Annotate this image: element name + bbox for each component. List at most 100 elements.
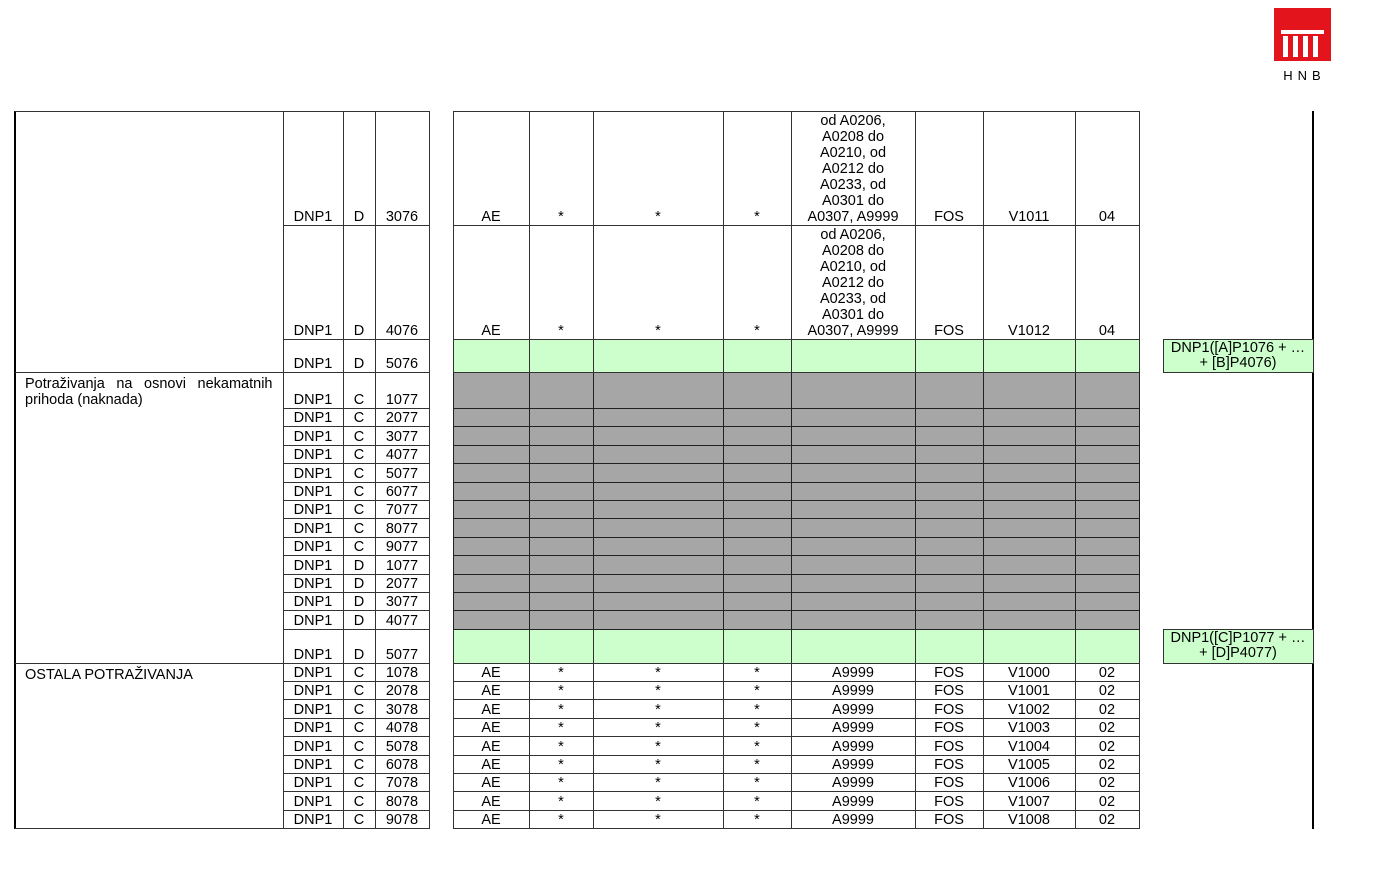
empty-cell [1163, 682, 1313, 700]
s3-cell: * [722, 736, 792, 756]
position-cell: 1077 [374, 555, 430, 575]
code-cell: A9999 [790, 662, 916, 683]
position-cell: 4076 [374, 225, 430, 340]
ae-cell: AE [452, 662, 530, 683]
side-cell: D [342, 111, 376, 226]
empty-cell [1163, 500, 1313, 518]
s1-cell [528, 372, 594, 409]
table-row: DNP1 C 7078 AE * * * A9999 FOS V1006 02 [15, 773, 1313, 793]
fos-cell [914, 481, 984, 501]
logo-mark [1274, 8, 1331, 61]
table-row: Potraživanja na osnovi nekamatnih prihod… [15, 372, 1313, 664]
s2-cell [592, 610, 724, 630]
v-cell: V1004 [982, 736, 1076, 756]
spacer [429, 663, 453, 681]
s3-cell: * [722, 662, 792, 683]
side-cell: D [342, 591, 376, 612]
code-cell: od A0206, A0208 do A0210, od A0212 do A0… [790, 111, 916, 226]
s3-cell [722, 463, 792, 483]
data-table: DNP1 D 3076 AE * * * od A0206, A0208 do A0210, … [15, 111, 1314, 830]
report-cell: DNP1 [282, 499, 344, 520]
fos-cell: FOS [914, 809, 984, 830]
table-row: DNP1 D 5076 DNP1([A]P1076 + … + [B]P4076) [15, 339, 1314, 373]
v-cell: V1006 [982, 773, 1076, 793]
n-cell [1074, 610, 1140, 630]
code-cell: A9999 [790, 791, 916, 811]
code-cell: A9999 [790, 681, 916, 701]
fos-cell [914, 555, 984, 575]
s1-cell [528, 591, 594, 612]
ae-cell [452, 518, 530, 538]
fos-cell: FOS [914, 717, 984, 738]
position-cell: 3077 [374, 591, 430, 612]
ae-cell [452, 573, 530, 593]
report-cell: DNP1 [282, 536, 344, 557]
v-cell [982, 610, 1076, 630]
empty-cell [1163, 445, 1313, 463]
code-cell [790, 481, 916, 501]
n-cell [1074, 444, 1140, 465]
position-cell: 3077 [374, 426, 430, 446]
spacer [429, 592, 453, 610]
s2-cell [592, 444, 724, 465]
s2-cell: * [592, 736, 724, 756]
empty-cell [1163, 482, 1313, 500]
s1-cell [528, 628, 594, 664]
ae-cell [452, 372, 530, 409]
s2-cell [592, 463, 724, 483]
ae-cell: AE [452, 773, 530, 793]
ae-cell: AE [452, 225, 530, 340]
report-cell: DNP1 [282, 754, 344, 775]
side-cell: C [342, 662, 376, 683]
position-cell: 4078 [374, 717, 430, 738]
code-cell: A9999 [790, 754, 916, 775]
spacer [1139, 810, 1163, 828]
table-row: DNP1 C 6078 AE * * * A9999 FOS V1005 02 [15, 754, 1313, 775]
table-row: DNP1 D 4077 [15, 610, 1313, 630]
table-row: OSTALA POTRAŽIVANJA DNP1 C 1078 AE * * * A9999 FO… [15, 662, 1313, 830]
spacer [1139, 574, 1163, 592]
side-cell: C [342, 736, 376, 756]
report-cell: DNP1 [282, 573, 344, 593]
spacer [429, 464, 453, 482]
spacer [429, 519, 453, 537]
fos-cell [914, 499, 984, 520]
position-cell: 7078 [374, 773, 430, 793]
empty-cell [1163, 611, 1313, 629]
empty-cell [1163, 774, 1313, 792]
report-cell: DNP1 [282, 628, 344, 664]
fos-cell [914, 591, 984, 612]
spacer [429, 340, 453, 373]
table-row: DNP1 D 3077 [15, 591, 1313, 612]
table-row: DNP1 C 9078 AE * * * A9999 FOS V1008 02 [15, 809, 1313, 830]
position-cell: 2077 [374, 573, 430, 593]
code-cell [790, 536, 916, 557]
table-row: DNP1 C 9077 [15, 536, 1313, 557]
position-cell: 8078 [374, 791, 430, 811]
v-cell: V1008 [982, 809, 1076, 830]
side-cell: C [342, 717, 376, 738]
side-cell: C [342, 499, 376, 520]
spacer [1139, 112, 1163, 226]
spacer [429, 611, 453, 629]
spacer [1139, 409, 1163, 427]
ae-cell [452, 628, 530, 664]
ae-cell [452, 499, 530, 520]
fos-cell: FOS [914, 773, 984, 793]
s3-cell [722, 610, 792, 630]
fos-cell [914, 518, 984, 538]
fos-cell: FOS [914, 791, 984, 811]
s1-cell [528, 573, 594, 593]
formula-cell: DNP1([A]P1076 + … + [B]P4076) [1162, 339, 1314, 373]
v-cell [982, 339, 1076, 373]
position-cell: 6077 [374, 481, 430, 501]
spacer [1139, 682, 1163, 700]
n-cell [1074, 555, 1140, 575]
n-cell [1074, 481, 1140, 501]
report-cell: DNP1 [282, 518, 344, 538]
s2-cell: * [592, 225, 724, 340]
position-cell: 7077 [374, 499, 430, 520]
code-cell [790, 499, 916, 520]
ae-cell: AE [452, 111, 530, 226]
spacer [1139, 519, 1163, 537]
